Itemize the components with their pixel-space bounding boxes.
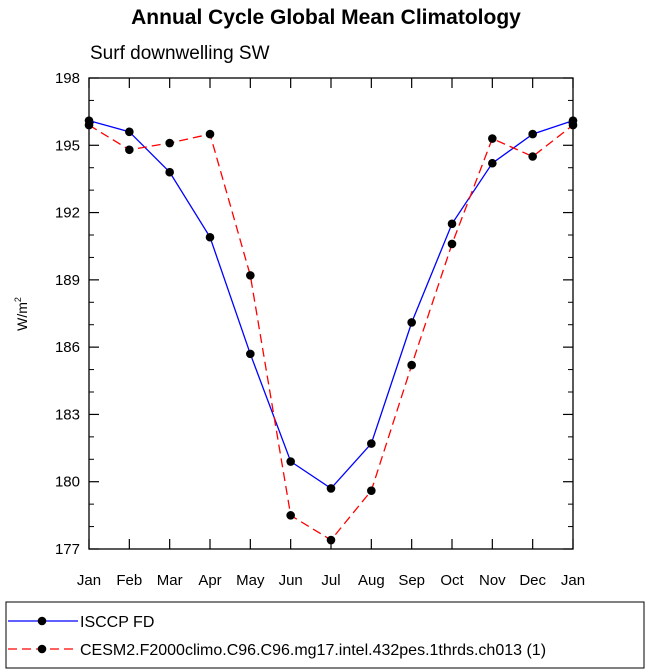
x-tick-label: Jun: [279, 572, 303, 589]
legend: ISCCP FD CESM2.F2000climo.C96.C96.mg17.in…: [8, 614, 546, 659]
y-tick-label: 180: [55, 474, 80, 491]
data-point-0: [447, 219, 457, 229]
data-point-0: [286, 457, 295, 466]
data-point-1: [286, 511, 295, 520]
legend-label-0: ISCCP FD: [80, 614, 154, 631]
tick-labels: 177 180 183 186 189 192 195 198 Jan Feb Mar Apr May J…: [55, 70, 585, 589]
data-point-0: [528, 129, 537, 139]
data-point-0: [407, 318, 416, 327]
data-point-1: [367, 486, 376, 495]
x-tick-label: May: [236, 572, 265, 589]
data-point-1: [246, 271, 255, 280]
data-point-1: [528, 152, 537, 161]
x-tick-label: Aug: [358, 572, 385, 589]
y-tick-label: 177: [55, 541, 80, 558]
legend-box: [5, 601, 645, 669]
y-tick-label: 198: [55, 70, 80, 87]
y-axis-label-text: W/m: [14, 302, 30, 331]
x-tick-label: Jan: [77, 572, 101, 589]
data-point-1: [205, 129, 215, 139]
y-axis-label-superscript: 2: [13, 297, 23, 302]
series-line-1: [88, 124, 574, 541]
x-tick-label: Apr: [198, 572, 221, 589]
y-tick-label: 192: [55, 205, 80, 222]
plot-frame: [88, 77, 574, 550]
svg-text:W/m2: W/m2: [13, 297, 30, 331]
y-tick-label: 189: [55, 272, 80, 289]
y-tick-label: 183: [55, 406, 80, 423]
plot-series: [84, 116, 578, 545]
data-point-1: [326, 535, 336, 545]
data-point-1: [488, 134, 497, 143]
legend-label-1: CESM2.F2000climo.C96.C96.mg17.intel.432p…: [80, 642, 546, 659]
data-point-0: [246, 349, 255, 359]
data-point-1: [125, 145, 134, 155]
data-point-0: [326, 484, 336, 493]
legend-marker-1: [37, 644, 47, 654]
data-point-0: [488, 158, 497, 168]
data-point-0: [125, 127, 134, 137]
x-tick-label: Jan: [561, 572, 585, 589]
x-tick-label: Dec: [519, 572, 546, 589]
data-point-1: [447, 239, 457, 249]
series-line-0: [88, 119, 574, 490]
data-point-1: [165, 138, 174, 148]
y-tick-label: 195: [55, 137, 80, 154]
x-tick-label: Jul: [321, 572, 340, 589]
data-point-1: [407, 360, 416, 370]
x-tick-label: Sep: [398, 572, 425, 589]
chart-title: Annual Cycle Global Mean Climatology: [131, 6, 521, 29]
y-tick-label: 186: [55, 339, 80, 356]
x-tick-label: Feb: [116, 572, 142, 589]
legend-marker-0: [37, 616, 47, 626]
axis-ticks: [88, 77, 574, 550]
x-tick-label: Oct: [440, 572, 464, 589]
data-point-0: [205, 232, 215, 242]
data-point-0: [367, 439, 376, 448]
y-axis-label: W/m2: [13, 297, 30, 331]
x-tick-label: Nov: [479, 572, 506, 589]
x-tick-label: Mar: [157, 572, 183, 589]
chart-subtitle: Surf downwelling SW: [90, 43, 270, 64]
data-point-0: [165, 167, 174, 177]
